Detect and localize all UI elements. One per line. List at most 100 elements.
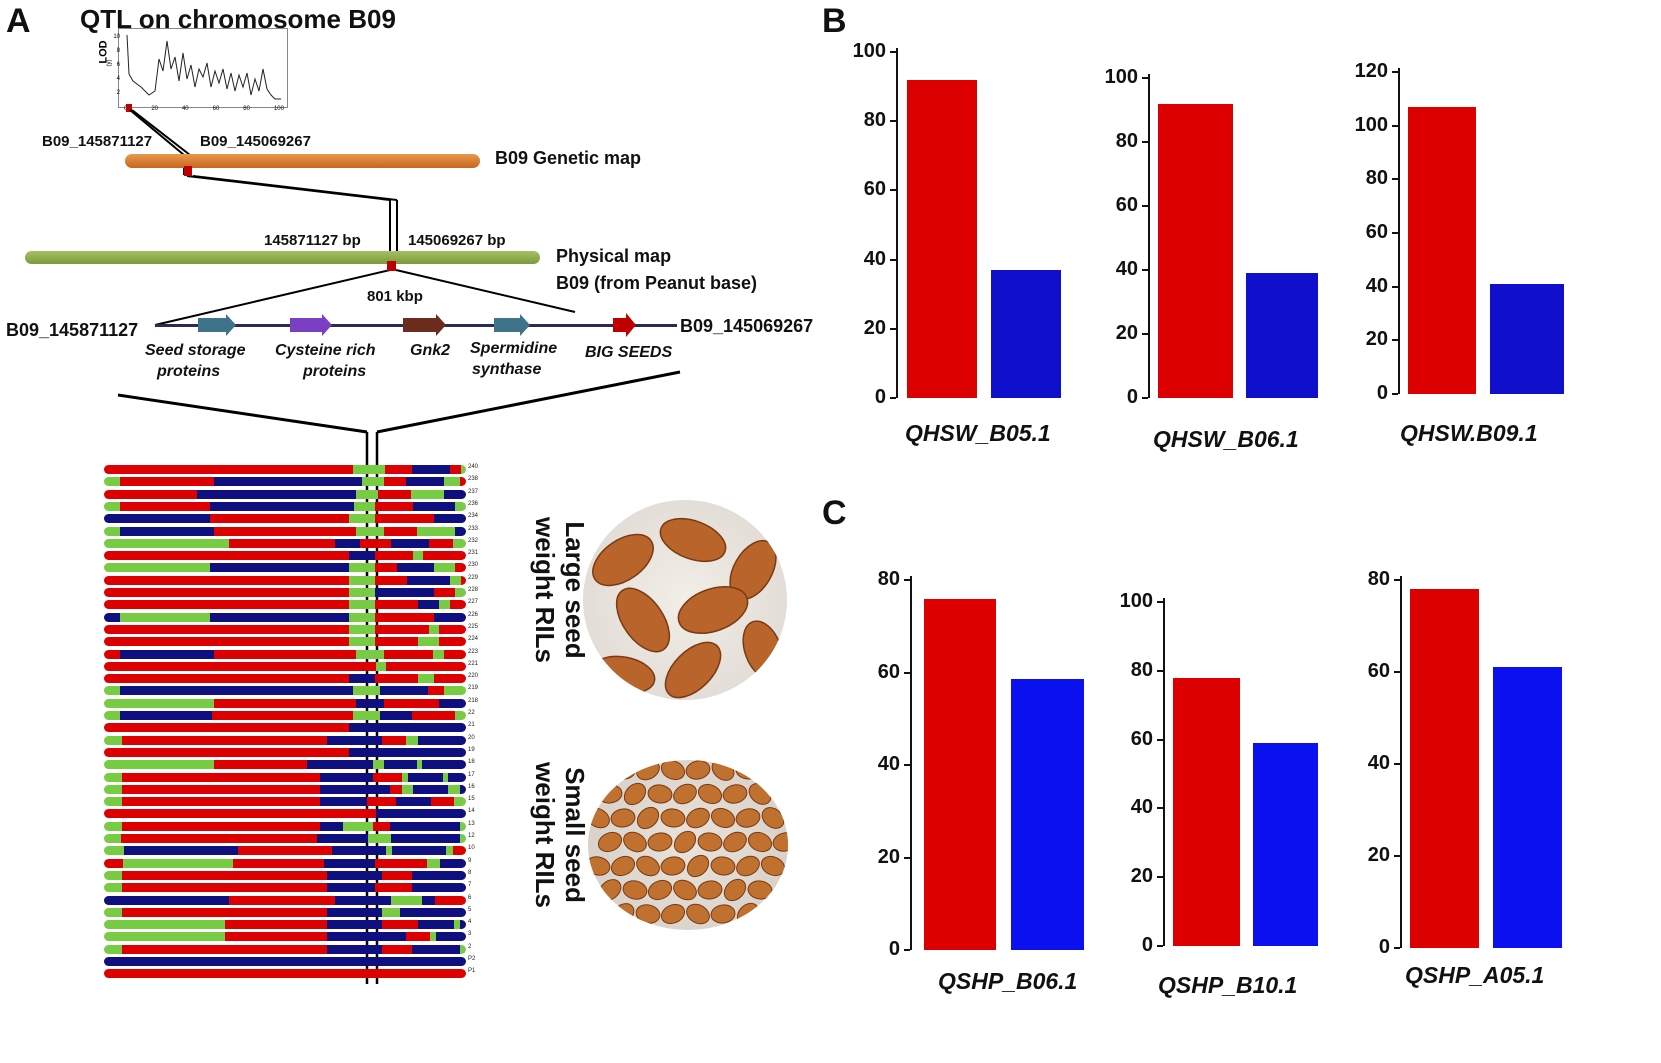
y-tick-mark [890, 397, 896, 399]
seed [686, 903, 710, 925]
genotype-segment [392, 846, 446, 856]
seed [747, 831, 773, 853]
genotype-segment [104, 538, 229, 548]
ril-id: 16 [468, 783, 475, 790]
genotype-segment [379, 686, 429, 696]
genotype-segment [122, 735, 328, 745]
gene-label-spermidine: Spermidine synthase [470, 338, 557, 380]
genotype-segment [418, 674, 435, 684]
ril-row [104, 784, 466, 794]
genotype-segment [104, 932, 225, 942]
seed [635, 904, 661, 924]
y-axis [896, 48, 898, 398]
genotype-segment [375, 588, 435, 597]
y-tick-mark [1142, 205, 1148, 207]
genotype-segment [224, 920, 328, 930]
seed [735, 760, 761, 780]
ril-row [104, 465, 466, 474]
genotype-segment [439, 624, 466, 634]
genotype-segment [434, 612, 466, 622]
genotype-segment [210, 563, 349, 573]
genetic-map-qtl-marker [184, 166, 192, 176]
ril-id: 238 [468, 476, 479, 483]
genotype-segment [412, 501, 456, 511]
ril-id: 229 [468, 574, 479, 581]
panel-label-c: C [822, 494, 847, 532]
genotype-segment [348, 588, 376, 597]
genotype-segment [197, 489, 357, 499]
ril-id: 9 [468, 857, 472, 864]
bar-blue [1490, 283, 1564, 394]
seed [636, 760, 660, 781]
genotype-segment [120, 698, 214, 708]
genotype-segment [411, 870, 466, 880]
genotype-segment [213, 649, 357, 659]
genotype-segment [213, 698, 357, 708]
ril-row [104, 907, 466, 917]
gene-track-line [155, 324, 677, 327]
ril-id: 223 [468, 648, 479, 655]
ril-row [104, 649, 466, 659]
genotype-segment [104, 772, 122, 782]
seed [588, 904, 611, 924]
genotype-segment [407, 772, 443, 782]
ril-row [104, 514, 466, 524]
genotype-segment [104, 821, 122, 831]
ril-row [104, 674, 466, 684]
lod-yticks: 10 8 6 4 2 [112, 30, 120, 100]
genotype-segment [213, 477, 362, 487]
ril-row [104, 489, 466, 499]
bar-blue [1246, 273, 1318, 398]
genotype-segment [104, 858, 124, 868]
ril-row [104, 538, 466, 548]
genotype-segment [104, 723, 349, 733]
genotype-segment [455, 563, 466, 573]
genotype-segment [405, 735, 418, 745]
lod-xtick: 100 [273, 106, 284, 112]
genotype-segment [407, 575, 450, 585]
bar-blue [1253, 743, 1318, 946]
y-axis [1400, 576, 1402, 948]
genotype-segment [119, 501, 211, 511]
interval-size: 801 kbp [367, 288, 423, 305]
ril-id: 237 [468, 488, 479, 495]
seed [660, 808, 686, 828]
genotype-segment [372, 760, 384, 770]
genotype-segment [448, 772, 466, 782]
genotype-segment [210, 612, 349, 622]
genotype-segment [104, 637, 349, 647]
seed [647, 879, 673, 901]
seed [610, 855, 636, 877]
seed [647, 832, 673, 852]
ril-row [104, 686, 466, 696]
genotype-segment [399, 907, 466, 917]
y-tick-label: 20 [1130, 865, 1153, 888]
genotype-segment [368, 834, 392, 843]
seed [673, 783, 697, 805]
genotype-segment [429, 932, 436, 942]
genotype-segment [104, 612, 120, 622]
ril-id: 19 [468, 746, 475, 753]
y-tick-label: 100 [1104, 66, 1138, 88]
genotype-segment [375, 858, 428, 868]
y-tick-mark [1392, 232, 1398, 234]
genotype-segment [453, 735, 466, 745]
ril-row [104, 698, 466, 708]
lod-xtick: 20 [151, 106, 158, 112]
ril-id: 232 [468, 537, 479, 544]
gene-label-line: proteins [157, 363, 221, 380]
genotype-segment [348, 637, 376, 647]
seed [760, 904, 786, 924]
y-tick-label: 0 [874, 386, 886, 408]
genotype-segment [104, 870, 123, 880]
ril-row [104, 895, 466, 905]
seed [686, 854, 710, 878]
large-seed-label: Large seed weight RILs [530, 490, 590, 690]
genotype-segment [120, 477, 214, 487]
ril-id: 8 [468, 869, 472, 876]
genotype-segment [104, 760, 214, 770]
genotype-segment [412, 551, 424, 561]
y-tick-mark [1157, 807, 1163, 810]
genotype-segment [123, 858, 234, 868]
y-tick-label: 60 [863, 178, 886, 201]
